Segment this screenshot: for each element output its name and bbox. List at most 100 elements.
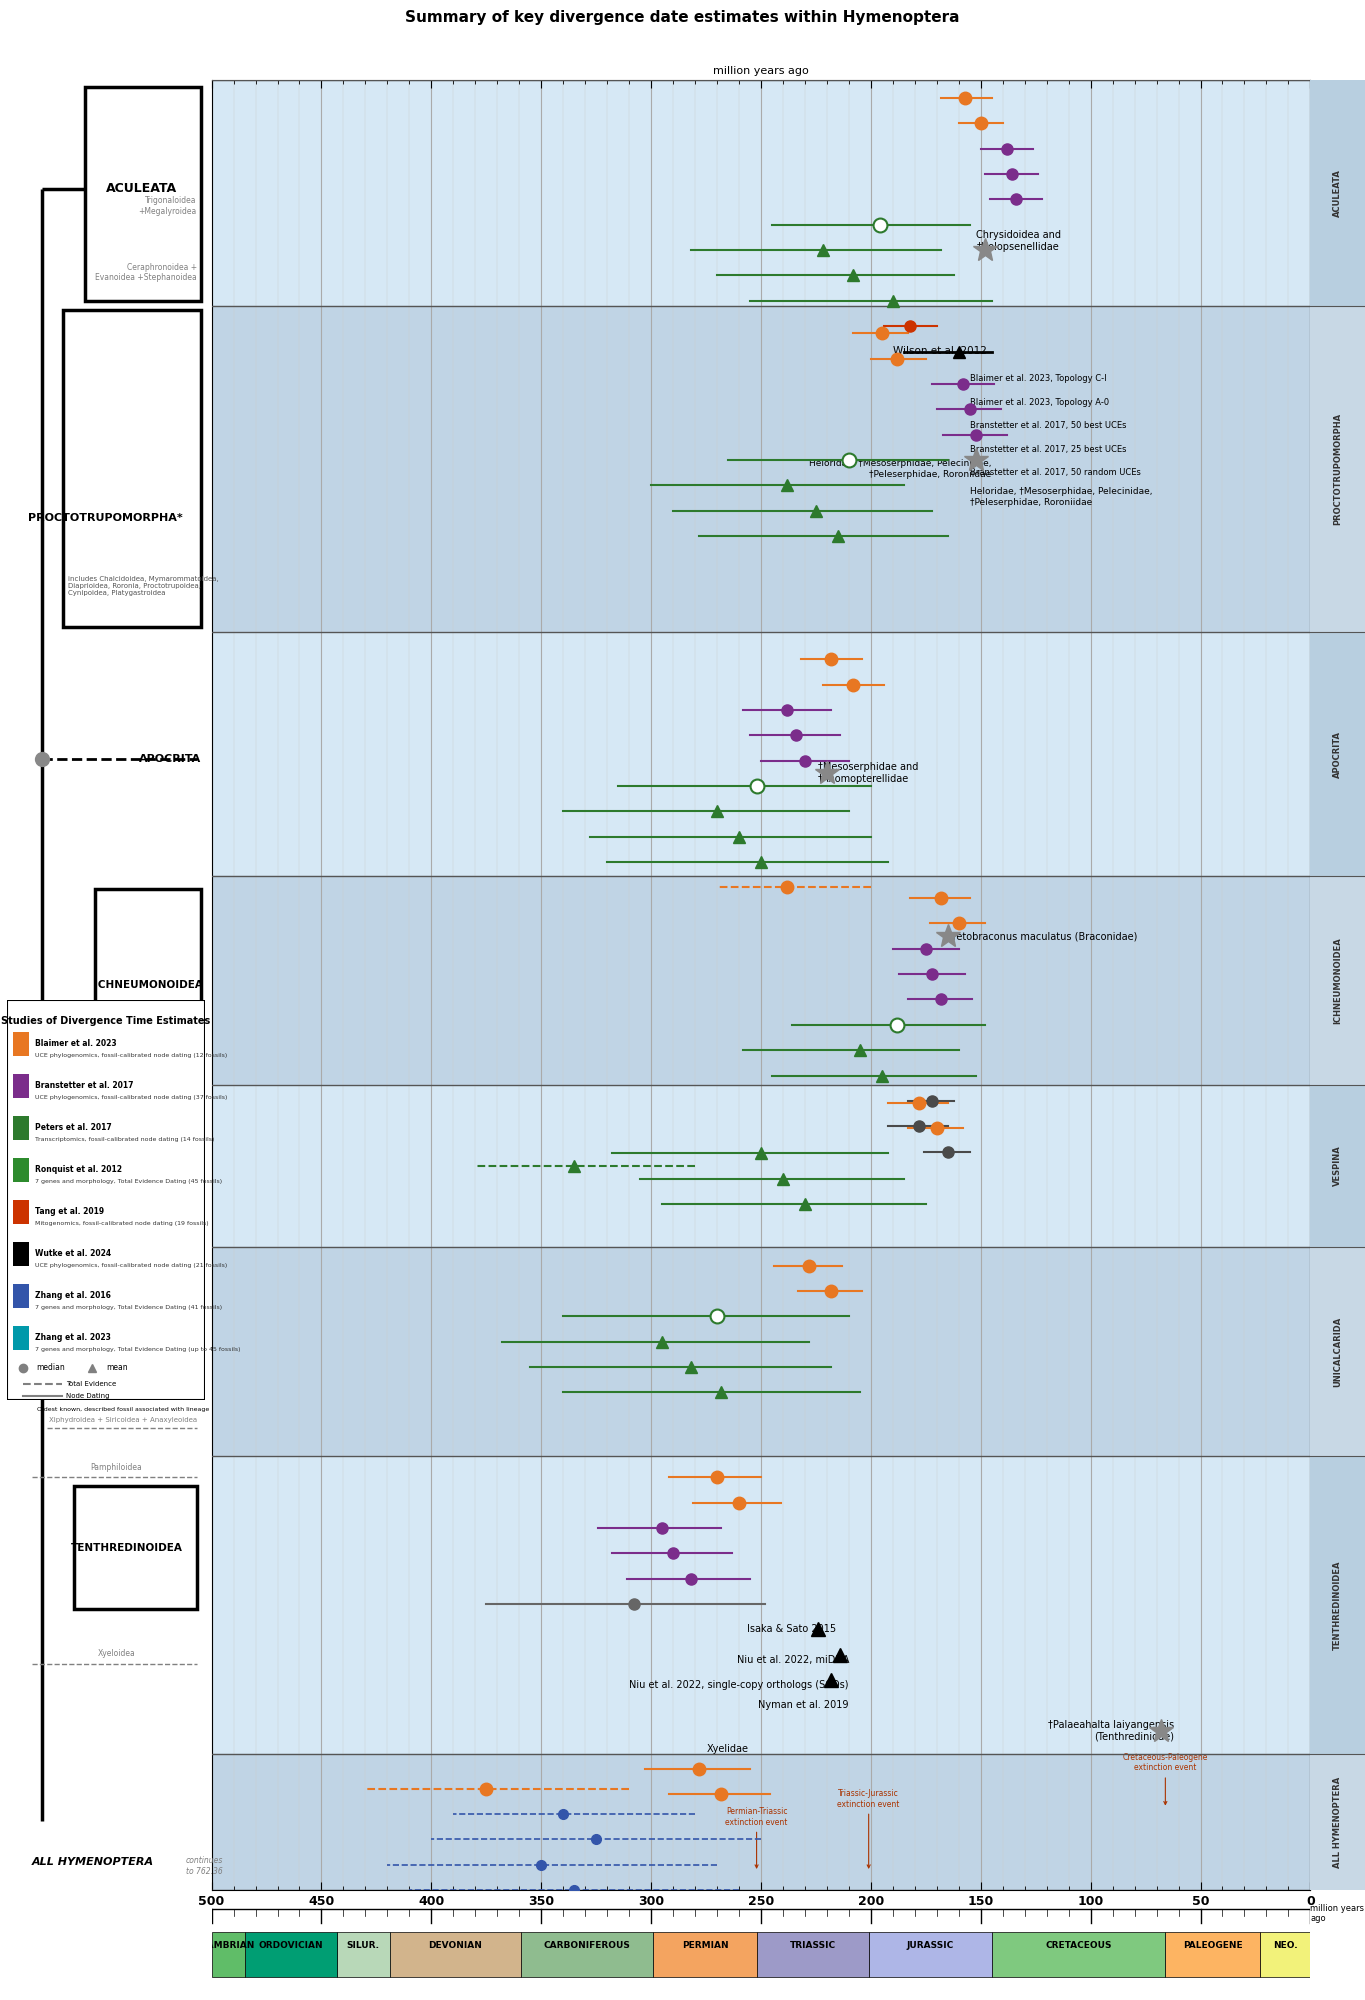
Bar xyxy=(1310,1754,1365,1890)
Text: Total Evidence: Total Evidence xyxy=(66,1380,116,1388)
Bar xyxy=(1260,1932,1310,1976)
Bar xyxy=(1310,1248,1365,1456)
Bar xyxy=(74,1486,197,1610)
Text: UCE phylogenomics, fossil-calibrated node dating (21 fossils): UCE phylogenomics, fossil-calibrated nod… xyxy=(34,1264,227,1268)
Text: Xyelidae: Xyelidae xyxy=(707,1744,749,1754)
Bar xyxy=(212,1754,1310,1890)
Text: APOCRITA: APOCRITA xyxy=(139,754,201,764)
Bar xyxy=(244,1932,337,1976)
Bar xyxy=(12,1242,29,1266)
Bar xyxy=(1310,306,1365,632)
Text: Ronquist et al. 2012: Ronquist et al. 2012 xyxy=(34,1166,121,1174)
Text: Branstetter et al. 2017, 50 best UCEs: Branstetter et al. 2017, 50 best UCEs xyxy=(969,422,1126,430)
Text: TENTHREDINOIDEA: TENTHREDINOIDEA xyxy=(1334,1560,1342,1650)
Text: Heloridae, †Mesoserphidae, Pelecinidae,
†Peleserphidae, Roroniidae: Heloridae, †Mesoserphidae, Pelecinidae, … xyxy=(809,460,992,478)
Text: †Palaeahalta laiyangensis
(Tenthredinidae): †Palaeahalta laiyangensis (Tenthredinida… xyxy=(1048,1720,1174,1742)
Bar xyxy=(212,876,1310,1084)
Bar xyxy=(212,1084,1310,1248)
Text: Blaimer et al. 2023, Topology A-0: Blaimer et al. 2023, Topology A-0 xyxy=(969,398,1108,406)
Bar xyxy=(12,1074,29,1098)
Text: VESPINA: VESPINA xyxy=(142,1138,197,1148)
Text: TRIASSIC: TRIASSIC xyxy=(789,1940,835,1950)
Bar xyxy=(868,1932,992,1976)
Text: PROCTOTRUPOMORPHA*: PROCTOTRUPOMORPHA* xyxy=(29,514,183,524)
Text: includes Chalcidoidea, Mymarommatoidea,
Diaprioidea, Roronia, Proctotrupoidea,
C: includes Chalcidoidea, Mymarommatoidea, … xyxy=(68,576,218,596)
Text: Blaimer et al. 2023, Topology C-I: Blaimer et al. 2023, Topology C-I xyxy=(969,374,1107,384)
Bar xyxy=(212,1248,1310,1456)
Text: CEPHOIDEA: CEPHOIDEA xyxy=(102,1252,152,1262)
Bar xyxy=(85,88,201,300)
Text: Niu et al. 2022, single-copy orthologs (SCOs): Niu et al. 2022, single-copy orthologs (… xyxy=(629,1680,849,1690)
Bar xyxy=(1310,632,1365,876)
Text: million years
ago: million years ago xyxy=(1310,1904,1365,1924)
Text: NEO.: NEO. xyxy=(1272,1940,1298,1950)
Bar xyxy=(337,1932,389,1976)
Bar xyxy=(521,1932,654,1976)
Bar xyxy=(1310,1456,1365,1754)
Text: Summary of key divergence date estimates within Hymenoptera: Summary of key divergence date estimates… xyxy=(405,10,960,24)
Text: Pamphiloidea: Pamphiloidea xyxy=(90,1462,142,1472)
Text: Ceraphronoidea +
Evanoidea +Stephanoidea: Ceraphronoidea + Evanoidea +Stephanoidea xyxy=(96,262,197,282)
Text: PALEOGENE: PALEOGENE xyxy=(1183,1940,1242,1950)
Text: ORUSSOIDEA: ORUSSOIDEA xyxy=(109,1200,165,1210)
Text: Tang et al. 2019: Tang et al. 2019 xyxy=(34,1208,104,1216)
Text: Triassic-Jurassic
extinction event: Triassic-Jurassic extinction event xyxy=(838,1790,900,1868)
Text: CRETACEOUS: CRETACEOUS xyxy=(1046,1940,1112,1950)
Text: Trigonaloidea
+Megalyroidea: Trigonaloidea +Megalyroidea xyxy=(138,196,197,216)
Text: 7 genes and morphology, Total Evidence Dating (up to 45 fossils): 7 genes and morphology, Total Evidence D… xyxy=(34,1348,240,1352)
Text: SILUR.: SILUR. xyxy=(347,1940,379,1950)
Bar xyxy=(1310,80,1365,306)
Text: Zhang et al. 2023: Zhang et al. 2023 xyxy=(34,1334,111,1342)
Bar xyxy=(12,1284,29,1308)
Text: VESPINA: VESPINA xyxy=(1334,1146,1342,1186)
Text: ICHNEUMONOIDEA: ICHNEUMONOIDEA xyxy=(94,980,202,990)
Text: Branstetter et al. 2017, 50 random UCEs: Branstetter et al. 2017, 50 random UCEs xyxy=(969,468,1141,478)
Text: UCE phylogenomics, fossil-calibrated node dating (12 fossils): UCE phylogenomics, fossil-calibrated nod… xyxy=(34,1054,227,1058)
Bar xyxy=(212,306,1310,632)
Bar xyxy=(1166,1932,1260,1976)
Text: †Cretobraconus maculatus (Braconidae): †Cretobraconus maculatus (Braconidae) xyxy=(942,932,1137,942)
Text: Zhang et al. 2016: Zhang et al. 2016 xyxy=(34,1292,111,1300)
Text: Mitogenomics, fossil-calibrated node dating (19 fossils): Mitogenomics, fossil-calibrated node dat… xyxy=(34,1222,207,1226)
Text: Wutke et al. 2024: Wutke et al. 2024 xyxy=(34,1250,111,1258)
Bar xyxy=(212,1932,244,1976)
Bar xyxy=(96,890,201,1080)
Bar xyxy=(63,310,201,626)
Text: Transcriptomics, fossil-calibrated node dating (14 fossils): Transcriptomics, fossil-calibrated node … xyxy=(34,1138,214,1142)
Text: APOCRITA: APOCRITA xyxy=(1334,730,1342,778)
Text: ACULEATA: ACULEATA xyxy=(106,182,177,196)
Bar xyxy=(756,1932,868,1976)
Bar xyxy=(654,1932,756,1976)
Bar xyxy=(12,1032,29,1056)
Text: Blaimer et al. 2023: Blaimer et al. 2023 xyxy=(34,1040,116,1048)
Text: ALL HYMENOPTERA: ALL HYMENOPTERA xyxy=(31,1858,154,1868)
Text: Peters et al. 2017: Peters et al. 2017 xyxy=(34,1124,112,1132)
Text: UCE phylogenomics, fossil-calibrated node dating (37 fossils): UCE phylogenomics, fossil-calibrated nod… xyxy=(34,1096,227,1100)
Text: Isaka & Sato 2015: Isaka & Sato 2015 xyxy=(747,1624,835,1634)
Bar xyxy=(389,1932,521,1976)
Text: CAMBRIAN: CAMBRIAN xyxy=(201,1940,255,1950)
Text: TENTHREDINOIDEA: TENTHREDINOIDEA xyxy=(71,1542,183,1552)
Text: ICHNEUMONOIDEA: ICHNEUMONOIDEA xyxy=(1334,938,1342,1024)
Text: Xiphydroidea + Siricoidea + Anaxyleoidea: Xiphydroidea + Siricoidea + Anaxyleoidea xyxy=(49,1418,197,1424)
Bar xyxy=(12,1326,29,1350)
Text: Branstetter et al. 2017, 25 best UCEs: Branstetter et al. 2017, 25 best UCEs xyxy=(969,444,1126,454)
Text: Nyman et al. 2019: Nyman et al. 2019 xyxy=(759,1700,849,1710)
Text: Heloridae, †Mesoserphidae, Pelecinidae,
†Peleserphidae, Roroniidae: Heloridae, †Mesoserphidae, Pelecinidae, … xyxy=(969,488,1152,506)
Text: ACULEATA: ACULEATA xyxy=(1334,170,1342,218)
Bar xyxy=(12,1116,29,1140)
Bar xyxy=(12,1158,29,1182)
Text: Chrysidoidea and
†Holopsenellidae: Chrysidoidea and †Holopsenellidae xyxy=(976,230,1062,252)
Text: Oldest known, described fossil associated with lineage: Oldest known, described fossil associate… xyxy=(37,1408,209,1412)
X-axis label: million years ago: million years ago xyxy=(713,66,809,76)
Text: Studies of Divergence Time Estimates: Studies of Divergence Time Estimates xyxy=(1,1016,210,1026)
Text: DEVONIAN: DEVONIAN xyxy=(429,1940,482,1950)
Bar xyxy=(1310,1084,1365,1248)
Text: UNICALCARIDA: UNICALCARIDA xyxy=(101,1332,195,1342)
Text: JURASSIC: JURASSIC xyxy=(906,1940,954,1950)
Text: ORDOVICIAN: ORDOVICIAN xyxy=(258,1940,324,1950)
Text: mean: mean xyxy=(106,1364,127,1372)
Text: Permian-Triassic
extinction event: Permian-Triassic extinction event xyxy=(725,1808,788,1868)
Text: Branstetter et al. 2017: Branstetter et al. 2017 xyxy=(34,1082,132,1090)
Text: Cretaceous-Paleogene
extinction event: Cretaceous-Paleogene extinction event xyxy=(1122,1752,1208,1804)
